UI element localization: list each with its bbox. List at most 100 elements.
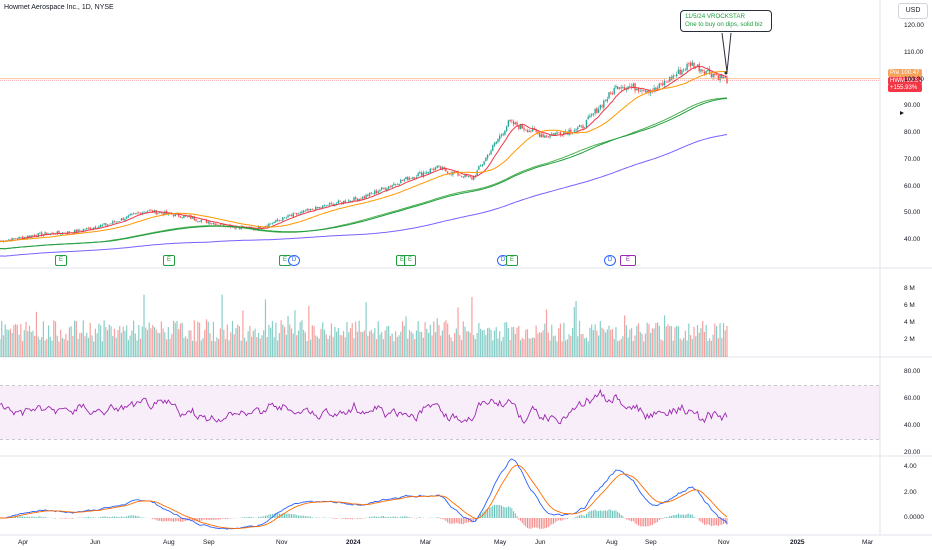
dividend-marker[interactable]: D (288, 255, 300, 266)
volume-bar (401, 321, 404, 357)
candle-body (32, 235, 34, 237)
volume-bar (139, 338, 142, 357)
price-tick-label: 70.00 (904, 155, 921, 163)
volume-bar (577, 336, 579, 357)
volume-bar (261, 335, 263, 357)
candle-body (309, 208, 312, 211)
volume-bar (96, 333, 98, 357)
candle-body (641, 90, 643, 92)
volume-bar (120, 332, 123, 357)
macd-histogram-bar (667, 517, 669, 518)
volume-bar (126, 325, 128, 357)
candle-body (637, 88, 640, 92)
macd-histogram-bar (618, 513, 620, 518)
volume-bar (509, 339, 511, 357)
currency-selector[interactable]: USD (898, 3, 928, 19)
dividend-marker[interactable]: D (604, 255, 616, 266)
candle-body (467, 175, 470, 177)
volume-bar (356, 331, 359, 357)
volume-bar (512, 326, 515, 357)
volume-bar (28, 325, 31, 357)
macd-histogram-bar (388, 516, 390, 518)
macd-histogram-bar (292, 514, 294, 518)
volume-bar (23, 330, 25, 357)
volume-bar (422, 337, 424, 357)
macd-histogram-bar (405, 515, 407, 518)
rsi-band (0, 385, 880, 440)
macd-histogram-bar (296, 515, 298, 518)
earnings-marker[interactable]: E (163, 255, 175, 266)
volume-bar (459, 335, 461, 357)
candle-body (684, 69, 687, 71)
volume-tick-label: 4 M (904, 318, 915, 326)
macd-histogram-bar (693, 516, 695, 518)
macd-histogram-bar (384, 516, 386, 518)
earnings-marker[interactable]: E (620, 255, 636, 266)
earnings-marker[interactable]: E (404, 255, 416, 266)
time-axis-label: Mar (420, 539, 432, 546)
volume-bar (448, 334, 450, 357)
macd-histogram-bar (294, 514, 296, 518)
volume-bar (394, 331, 397, 357)
volume-bar (539, 332, 541, 357)
macd-histogram-bar (251, 517, 253, 518)
volume-bar (219, 328, 221, 357)
candle-body (646, 90, 648, 93)
candle-body (56, 231, 58, 234)
candle-body (466, 174, 468, 177)
volume-bar (155, 329, 157, 357)
volume-bar (502, 336, 504, 357)
volume-bar (230, 332, 232, 357)
earnings-marker[interactable]: E (55, 255, 67, 266)
time-axis-label: Jun (90, 539, 101, 546)
candle-body (400, 179, 402, 183)
price-tick-label: 40.00 (904, 236, 921, 243)
macd-histogram-bar (705, 518, 707, 525)
candle-body (275, 219, 277, 223)
volume-bar (21, 341, 24, 357)
macd-histogram-bar (670, 515, 672, 518)
macd-histogram-bar (589, 511, 591, 518)
volume-bar (54, 321, 57, 357)
volume-bar (469, 332, 471, 357)
macd-histogram-bar (464, 518, 466, 524)
volume-bar (594, 324, 596, 357)
candle-body (75, 229, 78, 233)
candle-body (181, 217, 183, 219)
idea-annotation[interactable]: 11/5/24 VROCKSTAR One to buy on dips, so… (680, 10, 772, 32)
candle-body (143, 211, 145, 213)
volume-bar (311, 325, 313, 357)
volume-bar (332, 336, 334, 357)
candle-body (535, 130, 537, 132)
annotation-anchor (724, 71, 728, 75)
volume-bar (13, 325, 15, 357)
macd-histogram-bar (565, 518, 567, 519)
volume-bar (306, 341, 308, 357)
macd-histogram-bar (65, 518, 67, 519)
volume-bar (68, 327, 71, 357)
time-axis-label: Nov (276, 539, 288, 546)
earnings-marker[interactable]: E (506, 255, 518, 266)
macd-histogram-bar (603, 510, 605, 518)
volume-bar (58, 341, 60, 357)
volume-bar (106, 330, 109, 357)
candle-body (112, 221, 114, 224)
macd-histogram-bar (179, 518, 181, 522)
macd-histogram-bar (582, 515, 584, 518)
candle-body (46, 232, 48, 235)
candle-body (27, 235, 29, 239)
candle-body (337, 200, 340, 204)
volume-bar (346, 321, 348, 357)
candle-body (584, 127, 586, 129)
volume-bar (20, 324, 22, 357)
macd-histogram-bar (35, 517, 37, 518)
macd-histogram-bar (502, 506, 504, 518)
volume-bar (400, 331, 402, 357)
volume-bar (589, 327, 591, 357)
macd-histogram-bar (209, 518, 211, 521)
candle-body (502, 133, 504, 136)
volume-bar (653, 328, 655, 357)
macd-histogram-bar (336, 518, 338, 519)
volume-bar (100, 325, 102, 357)
